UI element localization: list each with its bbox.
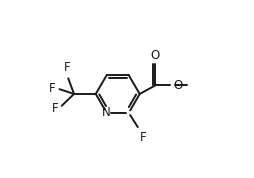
Text: N: N	[102, 106, 111, 119]
Text: F: F	[49, 82, 55, 95]
Text: O: O	[151, 49, 160, 62]
Text: O: O	[174, 79, 183, 92]
Text: F: F	[140, 130, 147, 143]
Text: F: F	[52, 102, 58, 115]
Text: F: F	[64, 61, 70, 74]
